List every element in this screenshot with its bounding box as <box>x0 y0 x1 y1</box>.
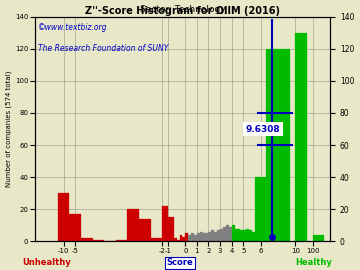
Bar <box>206 233 208 241</box>
Bar <box>208 232 211 241</box>
Bar <box>197 233 200 241</box>
Bar <box>127 209 139 241</box>
Bar <box>200 232 203 241</box>
Bar <box>58 193 69 241</box>
Bar <box>93 240 104 241</box>
Bar <box>211 230 214 241</box>
Bar <box>203 233 206 241</box>
Bar <box>214 232 217 241</box>
Bar <box>177 240 180 241</box>
Bar <box>69 214 81 241</box>
Text: Healthy: Healthy <box>295 258 332 267</box>
Bar <box>188 235 191 241</box>
Text: 9.6308: 9.6308 <box>246 124 280 133</box>
Title: Z''-Score Histogram for OIIM (2016): Z''-Score Histogram for OIIM (2016) <box>85 6 280 16</box>
Bar <box>313 235 324 241</box>
Bar <box>180 235 183 241</box>
Bar <box>183 237 185 241</box>
Bar <box>81 238 93 241</box>
Text: Sector: Technology: Sector: Technology <box>140 5 225 14</box>
Bar <box>217 230 220 241</box>
Bar <box>266 49 290 241</box>
Bar <box>226 225 229 241</box>
Bar <box>229 227 232 241</box>
Bar <box>238 228 240 241</box>
Text: Unhealthy: Unhealthy <box>22 258 71 267</box>
Bar <box>235 228 238 241</box>
Bar <box>296 33 307 241</box>
Bar <box>249 230 252 241</box>
Bar <box>150 238 162 241</box>
Bar <box>116 240 127 241</box>
Bar <box>252 232 255 241</box>
Bar <box>243 230 246 241</box>
Bar <box>174 238 177 241</box>
Bar <box>232 225 235 241</box>
Bar <box>185 233 188 241</box>
Text: ©www.textbiz.org: ©www.textbiz.org <box>37 23 107 32</box>
Bar <box>162 206 168 241</box>
Bar <box>194 235 197 241</box>
Bar <box>246 228 249 241</box>
Bar <box>191 233 194 241</box>
Text: Score: Score <box>167 258 193 267</box>
Bar <box>255 177 266 241</box>
Bar <box>139 219 150 241</box>
Text: The Research Foundation of SUNY: The Research Foundation of SUNY <box>37 44 168 53</box>
Bar <box>240 230 243 241</box>
Bar <box>223 227 226 241</box>
Bar <box>220 228 223 241</box>
Bar <box>168 217 174 241</box>
Y-axis label: Number of companies (574 total): Number of companies (574 total) <box>5 71 12 187</box>
